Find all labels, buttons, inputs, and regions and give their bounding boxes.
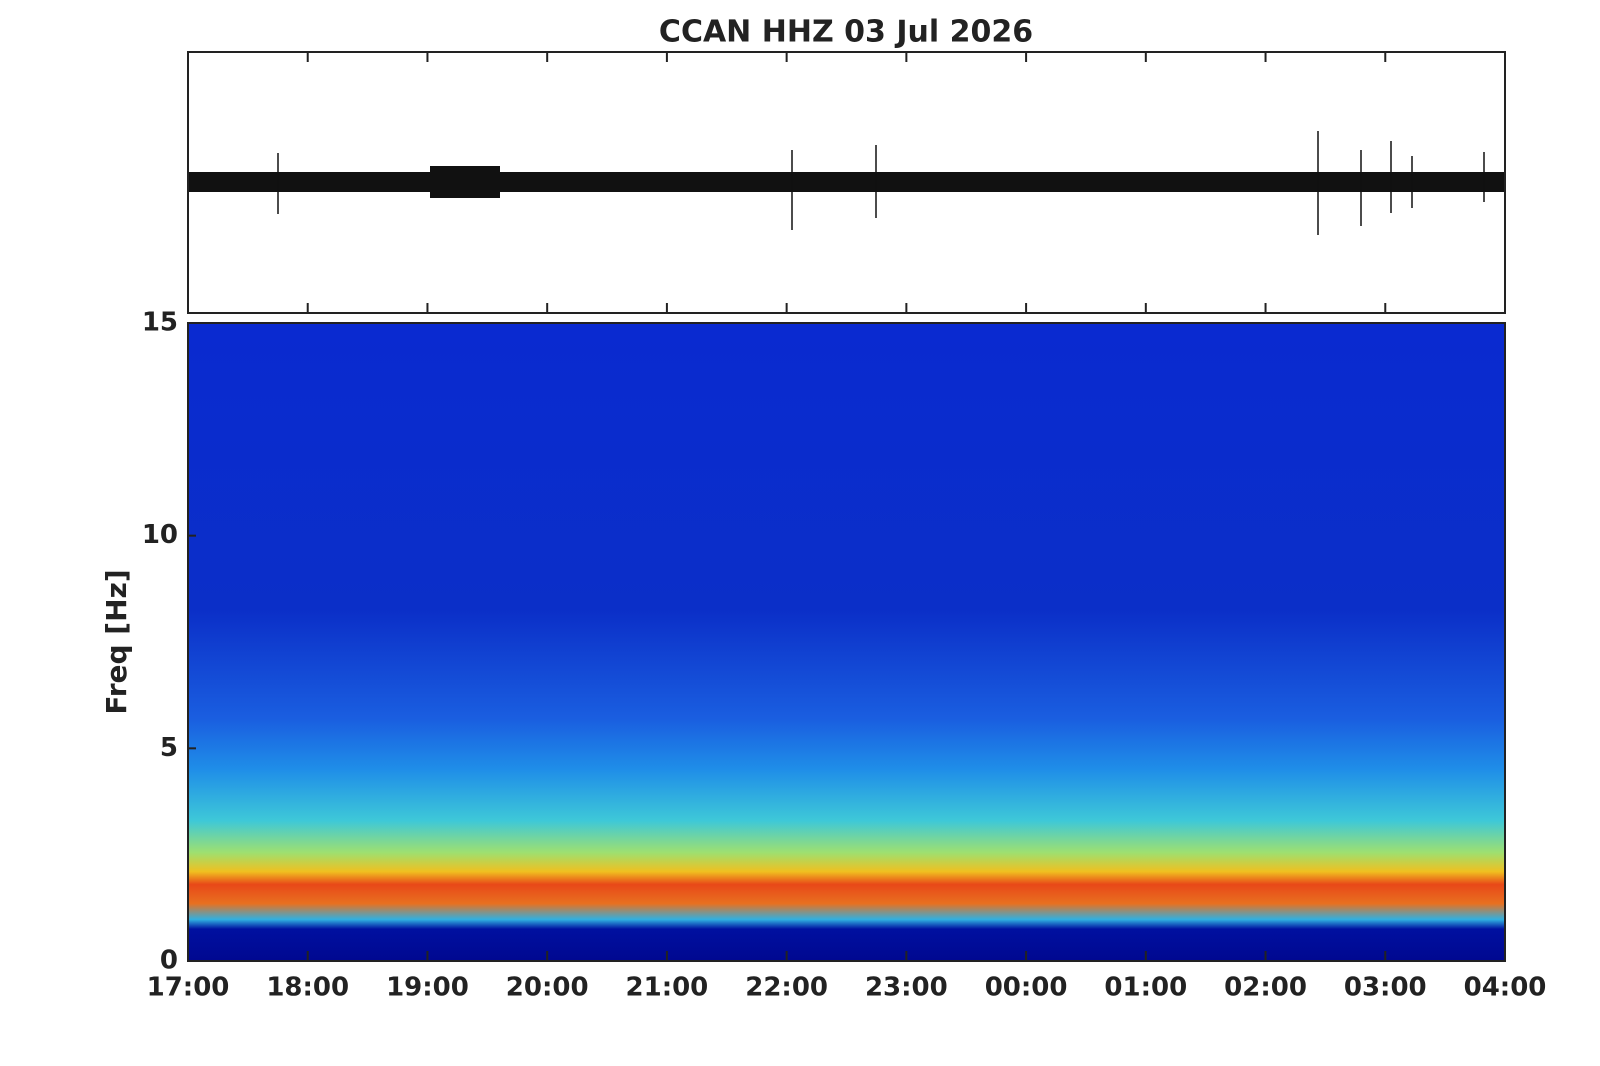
x-tick-label: 04:00 (1464, 973, 1547, 1003)
x-tick-label: 22:00 (745, 973, 828, 1003)
y-tick-label: 10 (142, 520, 178, 550)
chart-title: CCAN HHZ 03 Jul 2026 (659, 15, 1033, 50)
x-tick-label: 21:00 (626, 973, 709, 1003)
x-tick-label: 03:00 (1344, 973, 1427, 1003)
y-tick-label: 0 (160, 946, 178, 976)
y-tick-label: 15 (142, 308, 178, 338)
waveform-trace (430, 166, 500, 198)
x-tick-label: 00:00 (985, 973, 1068, 1003)
x-tick-label: 02:00 (1224, 973, 1307, 1003)
x-tick-label: 01:00 (1104, 973, 1187, 1003)
y-tick-label: 5 (160, 733, 178, 763)
waveform-spikes (277, 131, 1485, 235)
x-tick-label: 20:00 (506, 973, 589, 1003)
spectrogram (187, 322, 1506, 962)
waveform-trace (189, 172, 1504, 192)
x-tick-label: 23:00 (865, 973, 948, 1003)
x-tick-label: 19:00 (386, 973, 469, 1003)
x-tick-label: 18:00 (266, 973, 349, 1003)
x-tick-label: 17:00 (147, 973, 230, 1003)
y-axis-label: Freq [Hz] (100, 569, 133, 714)
